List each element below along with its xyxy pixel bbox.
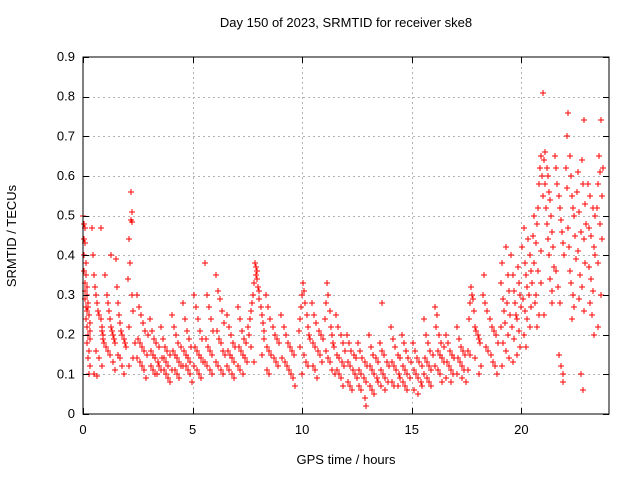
plot-border [82,56,610,415]
y-axis-label: SRMTID / TECUs [4,184,19,287]
scatter-points [80,90,606,409]
axis-ticks [83,57,609,415]
y-tick-label: 0.9 [57,49,75,64]
x-tick-label: 15 [405,422,419,437]
y-tick-label: 0.2 [57,327,75,342]
y-tick-label: 0.6 [57,168,75,183]
x-axis-label: GPS time / hours [297,452,396,467]
series-srmtid-markers [80,90,606,409]
chart-title: Day 150 of 2023, SRMTID for receiver ske… [220,15,472,30]
y-tick-label: 0 [68,406,75,421]
y-tick-labels: 0 0.1 0.2 0.3 0.4 0.5 0.6 0.7 0.8 0.9 [57,49,75,421]
x-tick-labels: 0 5 10 15 20 [79,422,528,437]
y-tick-label: 0.1 [57,366,75,381]
y-tick-label: 0.3 [57,287,75,302]
y-tick-label: 0.7 [57,128,75,143]
y-tick-label: 0.4 [57,247,75,262]
y-tick-label: 0.8 [57,89,75,104]
x-tick-label: 0 [79,422,86,437]
x-tick-label: 5 [189,422,196,437]
y-tick-label: 0.5 [57,208,75,223]
x-tick-label: 20 [514,422,528,437]
x-tick-label: 10 [295,422,309,437]
